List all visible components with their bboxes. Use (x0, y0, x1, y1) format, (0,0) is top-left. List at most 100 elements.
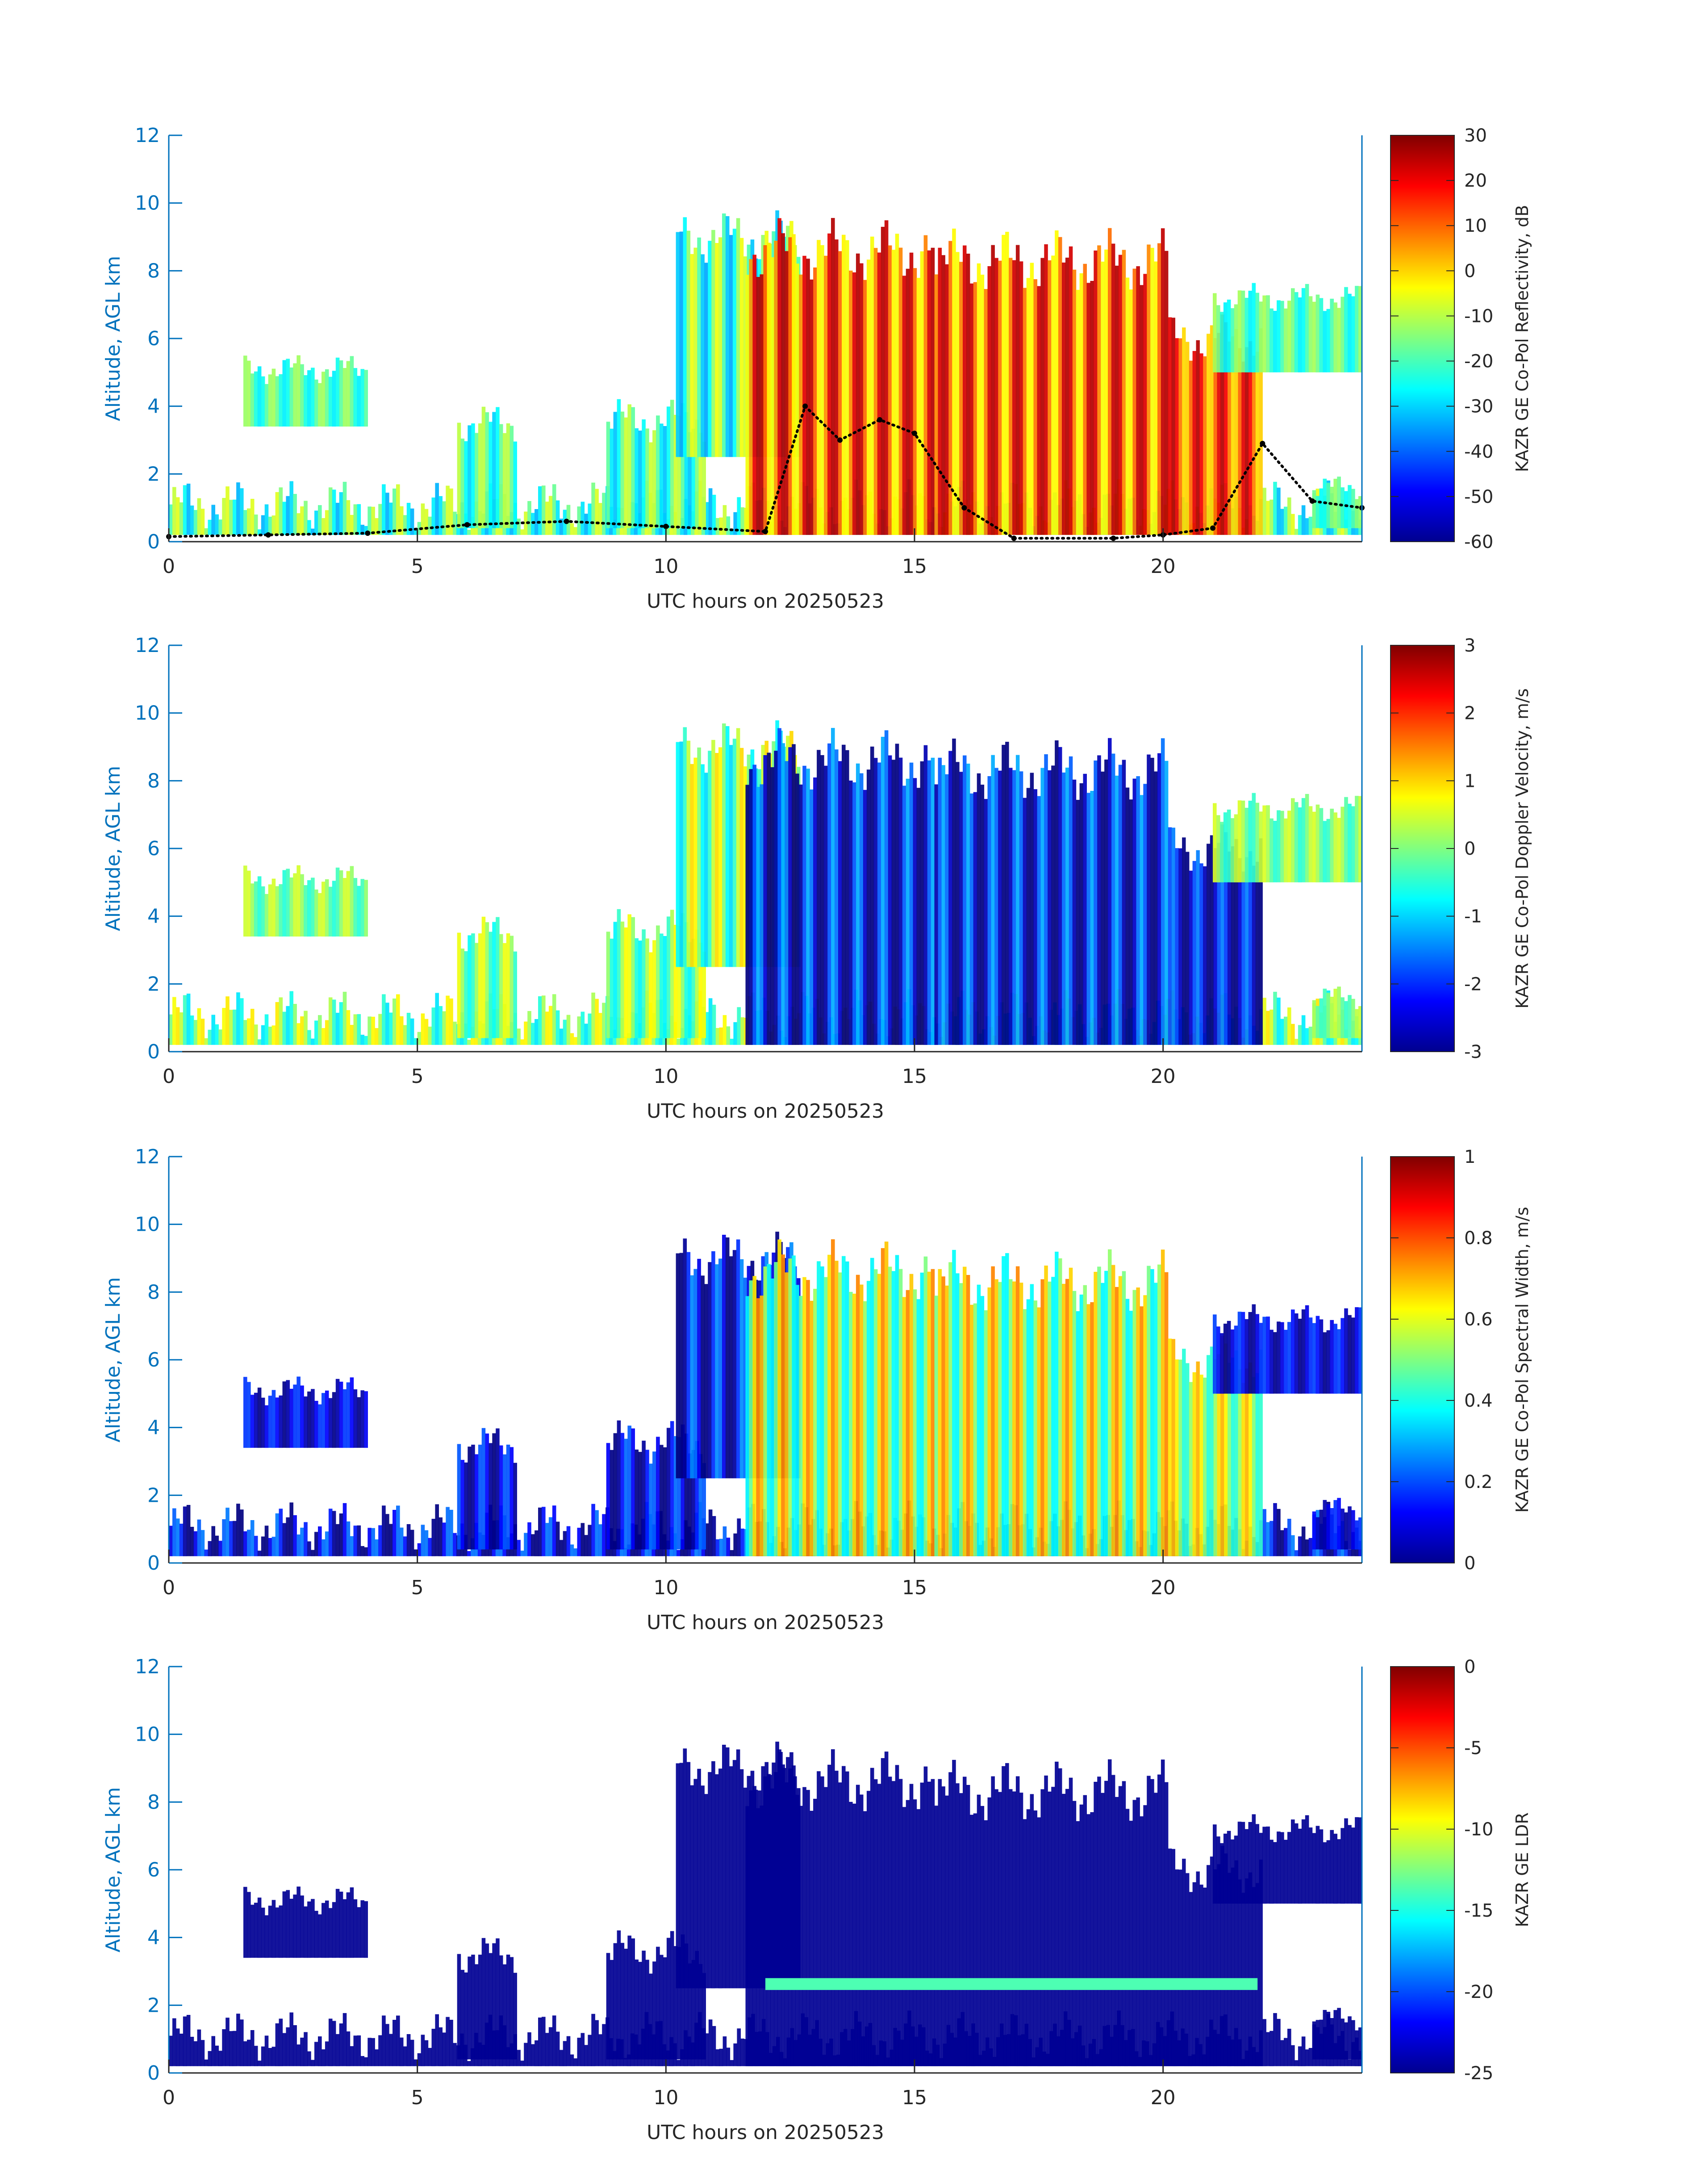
radar-column (1026, 1299, 1031, 1556)
radar-column (898, 1779, 903, 2066)
radar-column (701, 764, 705, 967)
radar-column (475, 1454, 479, 1550)
radar-column (631, 917, 635, 1038)
radar-column (888, 245, 892, 535)
radar-column (998, 260, 1002, 535)
colorbar-label: KAZR GE Co-Pol Doppler Velocity, m/s (1512, 688, 1532, 1008)
colorbar-gradient (1390, 1156, 1455, 1563)
radar-column (300, 874, 304, 937)
radar-column (617, 1930, 621, 2060)
y-tick-label: 6 (147, 327, 160, 350)
radar-column (1051, 255, 1055, 535)
radar-column (774, 751, 778, 1045)
radar-column (704, 1794, 708, 1989)
radar-column (1192, 1882, 1196, 2066)
radar-column (752, 255, 756, 535)
radar-column (725, 726, 730, 967)
radar-column (1262, 1509, 1266, 1556)
radar-column (1341, 806, 1345, 882)
radar-column (360, 1546, 364, 1556)
radar-column (172, 2018, 176, 2066)
radar-column (1055, 1761, 1059, 2066)
radar-column (435, 2014, 439, 2066)
radar-column (1280, 301, 1284, 372)
radar-column (781, 1254, 785, 1556)
radar-column (1012, 260, 1016, 535)
radar-column (475, 943, 479, 1038)
radar-column (715, 1028, 720, 1045)
radar-column (994, 1279, 998, 1556)
radar-column (998, 1792, 1002, 2066)
y-tick-label: 2 (147, 973, 160, 995)
radar-column (1224, 1343, 1228, 1556)
radar-column (311, 1038, 315, 1045)
radar-column (1097, 755, 1101, 1045)
radar-column (527, 1011, 531, 1045)
radar-column (332, 489, 336, 535)
radar-column (1358, 286, 1362, 372)
radar-column (718, 1768, 722, 1989)
radar-column (702, 952, 706, 1038)
radar-column (845, 750, 849, 1045)
radar-column (591, 992, 595, 1045)
radar-column (1234, 304, 1238, 372)
radar-column (275, 492, 280, 535)
radar-column (442, 2032, 446, 2066)
radar-column (428, 2047, 432, 2066)
radar-column (1337, 986, 1341, 1038)
radar-column (1241, 361, 1245, 535)
radar-column (268, 1027, 272, 1045)
x-tick-label: 10 (653, 2086, 678, 2109)
radar-column (307, 1391, 311, 1448)
radar-column (649, 952, 653, 1038)
radar-column (1249, 851, 1253, 1045)
radar-column (307, 370, 311, 427)
radar-column (756, 1298, 760, 1556)
radar-column (722, 1235, 726, 1479)
radar-column (481, 406, 486, 528)
radar-column (705, 502, 709, 535)
radar-column (627, 1425, 631, 1550)
radar-column (1168, 1338, 1172, 1556)
radar-column (838, 1782, 842, 2066)
radar-column (1266, 1522, 1270, 1556)
radar-column (531, 1023, 535, 1045)
radar-column (1186, 852, 1190, 1045)
radar-column (1101, 1283, 1105, 1556)
y-axis-label: Altitude, AGL km (102, 766, 125, 931)
radar-column (920, 1272, 924, 1556)
radar-column (357, 376, 361, 427)
radar-column (788, 237, 792, 535)
radar-column (257, 876, 262, 937)
radar-column (371, 1016, 375, 1045)
radar-column (193, 1020, 198, 1045)
radar-column (257, 1897, 262, 1958)
radar-column (725, 216, 730, 457)
radar-column (806, 1280, 810, 1556)
radar-column (489, 1953, 493, 2060)
radar-column (763, 755, 767, 1045)
radar-column (835, 749, 839, 1045)
radar-column (906, 778, 910, 1045)
radar-column (1273, 1332, 1277, 1394)
radar-column (620, 1433, 625, 1550)
radar-column (332, 881, 336, 937)
radar-column (1355, 499, 1359, 528)
radar-column (856, 253, 860, 535)
radar-column (673, 414, 678, 528)
radar-column (257, 1039, 262, 1045)
radar-column (681, 403, 685, 528)
radar-column (410, 2039, 414, 2066)
radar-column (193, 510, 198, 535)
radar-column (1270, 308, 1274, 372)
radar-column (1315, 2027, 1320, 2060)
colorbar-tick-label: -15 (1464, 1901, 1493, 1921)
radar-column (335, 1379, 340, 1448)
radar-column (364, 1036, 368, 1045)
radar-column (1171, 827, 1175, 1045)
radar-column (977, 1794, 981, 2066)
radar-column (973, 1813, 977, 2066)
radar-column (342, 1389, 347, 1448)
radar-column (296, 1886, 301, 1958)
